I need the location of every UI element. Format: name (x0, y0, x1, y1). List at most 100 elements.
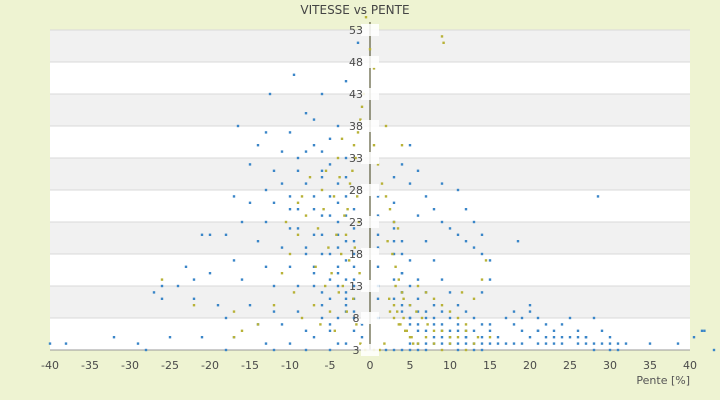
data-points (48, 16, 716, 352)
data-point-blue (216, 304, 220, 307)
data-point-blue (336, 124, 340, 128)
data-point-blue (328, 297, 332, 300)
data-point-blue (312, 144, 316, 147)
data-point-olive (386, 240, 389, 243)
data-point-olive (488, 336, 492, 339)
data-point-blue (432, 336, 436, 339)
data-point-blue (312, 336, 316, 339)
chart-title: VITESSE vs PENTE (300, 3, 409, 17)
data-point-blue (440, 278, 444, 281)
data-point-olive (351, 169, 354, 172)
data-point-blue (224, 316, 228, 320)
data-point-blue (356, 41, 360, 44)
data-point-blue (328, 323, 332, 326)
data-point-blue (328, 348, 332, 352)
data-point-blue (408, 259, 412, 262)
data-point-blue (344, 80, 348, 83)
data-point-olive (440, 348, 444, 352)
data-point-blue (352, 316, 356, 320)
data-point-blue (392, 227, 396, 230)
data-point-blue (700, 329, 704, 332)
data-point-olive (352, 297, 355, 300)
data-point-blue (568, 336, 572, 339)
data-point-blue (264, 342, 268, 345)
data-point-olive (448, 336, 452, 339)
data-point-olive (356, 195, 359, 198)
data-point-blue (480, 348, 484, 352)
data-point-olive (397, 278, 400, 281)
x-tick-label: -20 (201, 359, 219, 372)
y-tick-label: 33 (349, 152, 363, 165)
data-point-blue (488, 278, 492, 281)
data-point-blue (200, 336, 204, 339)
data-point-olive (464, 329, 468, 332)
data-point-blue (352, 329, 356, 332)
data-point-blue (352, 265, 356, 268)
tick-labels: -40 -35 -30 -25 -20 -15 -10 -5 0 5 10 15 20 25 30 35 40 3… (41, 24, 697, 372)
data-point-blue (448, 291, 452, 294)
data-point-olive (345, 310, 348, 313)
y-tick-label-bg (361, 184, 379, 196)
x-tick-label: 40 (683, 359, 697, 372)
data-point-olive (392, 304, 396, 307)
data-point-olive (292, 291, 296, 294)
data-point-blue (424, 310, 428, 313)
data-point-olive (372, 67, 376, 70)
data-point-blue (344, 214, 348, 217)
data-point-blue (288, 208, 292, 211)
data-point-blue (376, 195, 380, 198)
data-point-blue (232, 259, 236, 262)
data-point-olive (304, 214, 308, 217)
data-point-blue (520, 342, 524, 345)
data-point-blue (480, 336, 484, 339)
data-point-blue (272, 310, 276, 313)
data-point-blue (272, 348, 276, 352)
data-point-blue (400, 272, 404, 275)
data-point-blue (320, 169, 324, 172)
data-point-blue (480, 291, 484, 294)
data-point-olive (338, 176, 341, 179)
data-point-blue (376, 265, 380, 268)
x-tick-label: 0 (367, 359, 374, 372)
data-point-olive (404, 329, 407, 332)
data-point-blue (432, 259, 436, 262)
data-point-blue (616, 348, 620, 352)
x-tick-label: -10 (281, 359, 299, 372)
x-tick-label: 25 (563, 359, 577, 372)
data-point-olive (340, 252, 343, 256)
data-point-blue (264, 265, 268, 268)
data-point-blue (392, 176, 396, 179)
data-point-blue (560, 323, 564, 326)
data-point-blue (448, 227, 452, 230)
data-point-blue (703, 329, 706, 332)
data-point-blue (336, 272, 340, 275)
y-tick-label: 38 (349, 120, 363, 133)
data-point-blue (520, 316, 524, 320)
data-point-blue (560, 336, 564, 339)
data-point-blue (288, 227, 292, 230)
data-point-olive (296, 233, 300, 236)
data-point-blue (200, 233, 204, 236)
data-point-blue (576, 329, 580, 332)
y-tick-label-bg (361, 88, 379, 100)
y-tick-label: 18 (349, 248, 363, 261)
data-point-olive (456, 316, 460, 320)
data-point-olive (378, 348, 381, 352)
data-point-olive (388, 310, 392, 313)
data-point-blue (676, 342, 680, 345)
data-point-blue (416, 348, 420, 352)
y-tick-label-bg (361, 248, 379, 260)
data-point-blue (344, 176, 348, 179)
data-point-olive (327, 246, 330, 249)
data-point-blue (288, 131, 292, 134)
data-point-blue (424, 329, 428, 332)
data-point-blue (416, 278, 420, 281)
data-point-blue (592, 316, 596, 320)
data-point-blue (360, 323, 364, 326)
data-point-olive (408, 304, 412, 307)
data-point-olive (240, 329, 244, 332)
data-point-blue (608, 348, 612, 352)
x-tick-label: -25 (161, 359, 179, 372)
data-point-blue (584, 336, 588, 339)
